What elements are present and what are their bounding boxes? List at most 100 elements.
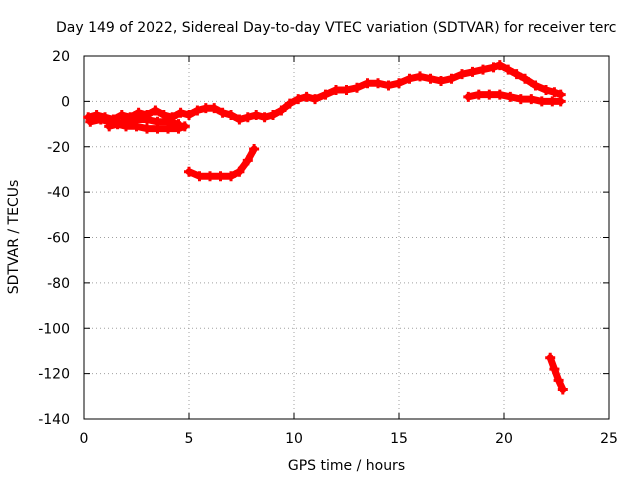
data-point	[394, 78, 404, 89]
data-point	[205, 171, 215, 182]
data-point	[173, 123, 184, 134]
x-tick-label: 15	[390, 431, 408, 447]
data-point	[478, 64, 488, 75]
data-point	[284, 98, 295, 109]
y-tick-label: -120	[38, 367, 70, 383]
x-tick-label: 20	[495, 431, 513, 447]
series-points-track-6	[545, 352, 568, 395]
data-point	[310, 94, 320, 105]
data-point	[249, 144, 260, 155]
y-tick-label: -140	[38, 412, 70, 428]
series-line-track-5	[464, 91, 565, 105]
data-point	[494, 60, 505, 71]
data-point	[226, 109, 236, 120]
data-point	[163, 123, 173, 134]
data-point	[404, 73, 415, 84]
data-point	[276, 105, 287, 116]
data-point	[503, 64, 514, 75]
data-point	[131, 121, 142, 132]
series-layer	[83, 60, 568, 395]
data-point	[425, 73, 436, 84]
data-point	[184, 166, 194, 177]
series-points-track-5	[463, 89, 566, 107]
data-point	[553, 375, 564, 386]
data-point	[436, 75, 446, 86]
data-point	[463, 91, 474, 102]
data-point	[547, 96, 558, 107]
data-point	[142, 114, 152, 125]
data-point	[530, 80, 541, 91]
data-point	[536, 96, 547, 107]
series-line-track-6	[546, 354, 567, 393]
data-point	[467, 66, 478, 77]
data-point	[520, 73, 530, 84]
data-point	[215, 171, 226, 182]
data-point	[150, 105, 161, 116]
data-point	[209, 103, 220, 114]
data-point	[488, 62, 499, 73]
data-point	[251, 109, 262, 120]
y-tick-label: 0	[61, 94, 70, 110]
series-points-track-4	[184, 144, 260, 182]
data-point	[116, 109, 127, 120]
data-point	[446, 73, 457, 84]
y-tick-label: -80	[47, 276, 70, 292]
data-point	[484, 89, 495, 100]
data-point	[85, 116, 96, 127]
data-point	[373, 78, 383, 89]
data-point	[557, 384, 568, 395]
data-point	[320, 89, 331, 100]
x-axis-label: GPS time / hours	[288, 458, 405, 474]
data-point	[494, 89, 505, 100]
data-point	[152, 123, 163, 134]
data-point	[526, 94, 537, 105]
data-point	[95, 114, 106, 125]
data-point	[179, 121, 190, 132]
data-point	[242, 155, 253, 166]
data-point	[234, 114, 245, 125]
data-point	[505, 91, 516, 102]
data-point	[192, 105, 203, 116]
data-point	[194, 171, 205, 182]
y-tick-label: -40	[47, 185, 70, 201]
series-points-track-3	[104, 119, 190, 134]
y-axis-label: SDTVAR / TECUs	[6, 180, 22, 295]
x-tick-label: 5	[185, 431, 194, 447]
data-point	[104, 121, 115, 132]
data-point	[541, 85, 551, 96]
y-tick-label: -100	[38, 321, 70, 337]
data-point	[259, 112, 270, 123]
data-point	[175, 107, 186, 118]
data-point	[457, 69, 467, 80]
data-point	[352, 82, 362, 93]
y-tick-label: 20	[52, 49, 70, 65]
data-point	[383, 80, 394, 91]
data-point	[184, 109, 194, 120]
data-point	[234, 166, 245, 177]
chart-title: Day 149 of 2022, Sidereal Day-to-day VTE…	[56, 20, 616, 36]
data-point	[515, 94, 526, 105]
data-point	[242, 112, 253, 123]
data-point	[301, 91, 312, 102]
data-point	[142, 123, 152, 134]
data-point	[555, 96, 566, 107]
tick-layer: 0 5 10 15 20 25 20 0 -20 -40 -60 -80 -100 -120 -140	[38, 49, 618, 447]
data-point	[415, 71, 425, 82]
data-point	[331, 85, 341, 96]
data-point	[341, 85, 352, 96]
data-point	[293, 94, 304, 105]
data-point	[200, 103, 211, 114]
y-tick-label: -60	[47, 231, 70, 247]
y-tick-label: -20	[47, 140, 70, 156]
data-point	[549, 87, 560, 98]
x-tick-label: 10	[285, 431, 303, 447]
data-point	[362, 78, 373, 89]
data-point	[511, 69, 522, 80]
data-point	[473, 89, 484, 100]
data-point	[226, 171, 236, 182]
data-point	[549, 364, 560, 375]
x-tick-label: 0	[80, 431, 89, 447]
data-point	[217, 107, 228, 118]
